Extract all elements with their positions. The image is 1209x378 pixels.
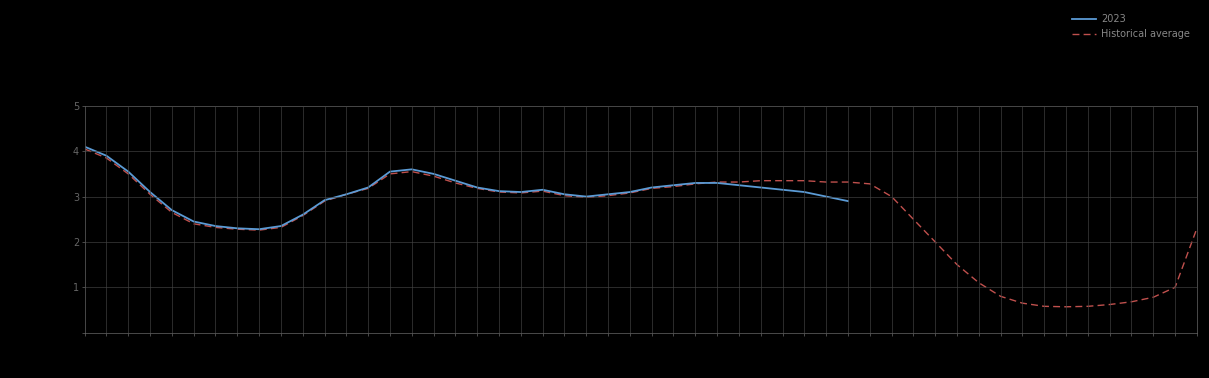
2023 xyxy=(295,212,310,217)
2023 xyxy=(797,190,811,194)
2023 xyxy=(317,198,331,203)
2023 xyxy=(666,183,681,187)
2023 xyxy=(601,192,615,197)
2023 xyxy=(753,185,768,190)
2023 xyxy=(536,187,550,192)
Line: Historical average: Historical average xyxy=(85,149,1197,307)
Historical average xyxy=(1124,299,1139,304)
Historical average xyxy=(797,178,811,183)
2023 xyxy=(623,190,637,194)
2023 xyxy=(514,190,528,194)
2023 xyxy=(731,183,746,187)
2023 xyxy=(818,194,833,199)
Historical average xyxy=(1059,305,1074,309)
Historical average xyxy=(77,147,92,151)
Line: 2023: 2023 xyxy=(85,147,848,229)
2023 xyxy=(186,219,201,224)
2023 xyxy=(77,144,92,149)
2023 xyxy=(164,208,179,212)
2023 xyxy=(383,169,398,174)
2023 xyxy=(688,181,702,185)
2023 xyxy=(143,190,157,194)
2023 xyxy=(208,224,222,228)
Historical average xyxy=(164,210,179,215)
2023 xyxy=(339,192,353,197)
2023 xyxy=(405,167,420,172)
2023 xyxy=(121,169,135,174)
2023 xyxy=(557,192,572,197)
2023 xyxy=(427,172,441,176)
2023 xyxy=(251,227,266,231)
2023 xyxy=(710,181,724,185)
2023 xyxy=(230,226,244,231)
2023 xyxy=(644,185,659,190)
Historical average xyxy=(470,186,485,191)
2023 xyxy=(99,153,114,158)
2023 xyxy=(449,178,463,183)
2023 xyxy=(840,199,855,203)
2023 xyxy=(775,187,789,192)
Legend: 2023, Historical average: 2023, Historical average xyxy=(1070,12,1192,41)
2023 xyxy=(273,224,288,228)
2023 xyxy=(579,194,594,199)
Historical average xyxy=(753,178,768,183)
Historical average xyxy=(1190,226,1204,231)
2023 xyxy=(470,185,485,190)
Historical average xyxy=(601,194,615,198)
2023 xyxy=(492,189,507,194)
2023 xyxy=(361,185,376,190)
